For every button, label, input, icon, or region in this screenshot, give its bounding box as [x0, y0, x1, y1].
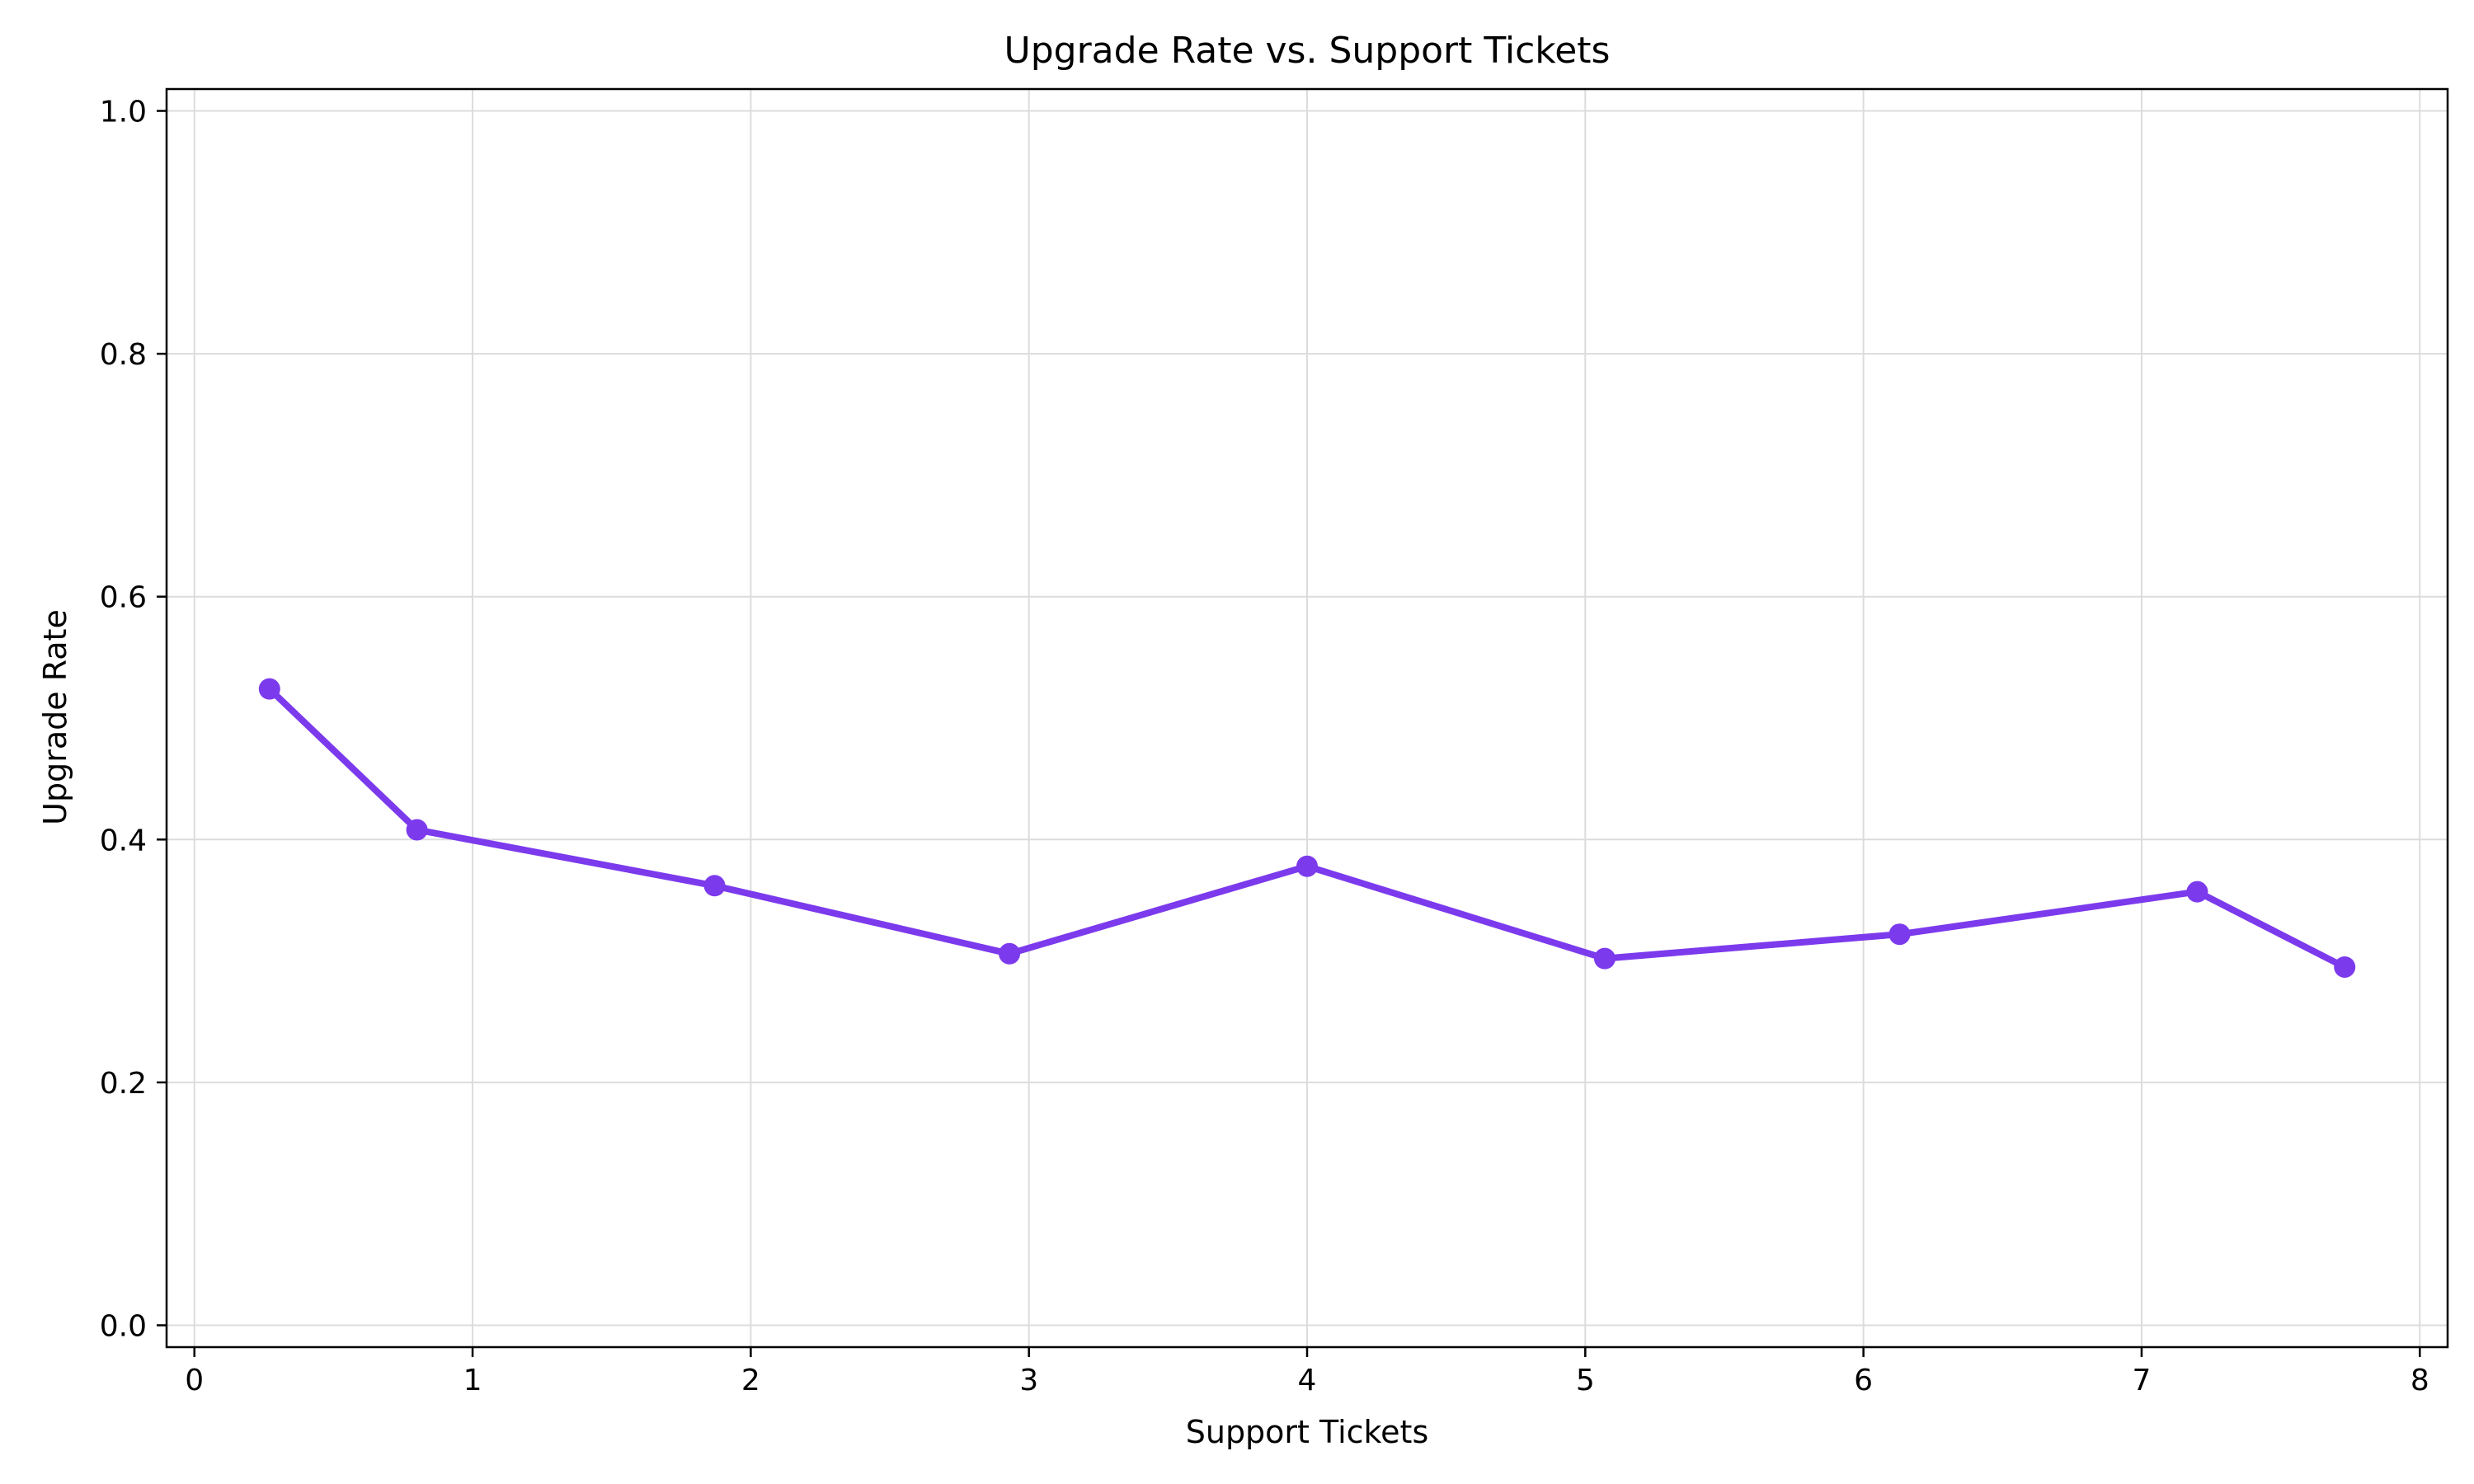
x-axis-ticks: 0 1 2 3 4 5 6 7 8: [185, 1347, 2429, 1397]
x-tick-label: 3: [1019, 1364, 1038, 1397]
y-tick-label: 0.4: [100, 824, 147, 857]
data-point: [1296, 855, 1318, 877]
x-tick-label: 4: [1298, 1364, 1317, 1397]
x-tick-label: 5: [1576, 1364, 1595, 1397]
data-point: [258, 678, 280, 700]
data-point: [1888, 923, 1911, 946]
x-tick-label: 7: [2132, 1364, 2151, 1397]
data-point: [406, 819, 428, 841]
y-tick-label: 0.2: [100, 1067, 147, 1101]
data-point: [1593, 947, 1616, 970]
chart-title: Upgrade Rate vs. Support Tickets: [1004, 30, 1611, 72]
y-tick-label: 1.0: [100, 96, 147, 129]
x-axis-label: Support Tickets: [1186, 1414, 1429, 1450]
data-point: [2186, 881, 2208, 903]
plot-frame: [165, 87, 2449, 1349]
y-tick-label: 0.6: [100, 581, 147, 615]
data-point: [2334, 956, 2356, 978]
y-axis-label: Upgrade Rate: [37, 609, 73, 825]
y-tick-label: 0.8: [100, 338, 147, 372]
x-tick-label: 8: [2411, 1364, 2429, 1397]
data-point: [999, 942, 1021, 965]
data-point: [703, 875, 726, 897]
x-tick-label: 1: [463, 1364, 482, 1397]
x-tick-label: 0: [185, 1364, 204, 1397]
x-tick-label: 2: [741, 1364, 760, 1397]
y-tick-label: 0.0: [100, 1309, 147, 1343]
grid-lines: [167, 89, 2448, 1347]
x-tick-label: 6: [1854, 1364, 1873, 1397]
series-group: [258, 678, 2356, 978]
y-axis-ticks: 0.0 0.2 0.4 0.6 0.8 1.0: [100, 96, 167, 1343]
